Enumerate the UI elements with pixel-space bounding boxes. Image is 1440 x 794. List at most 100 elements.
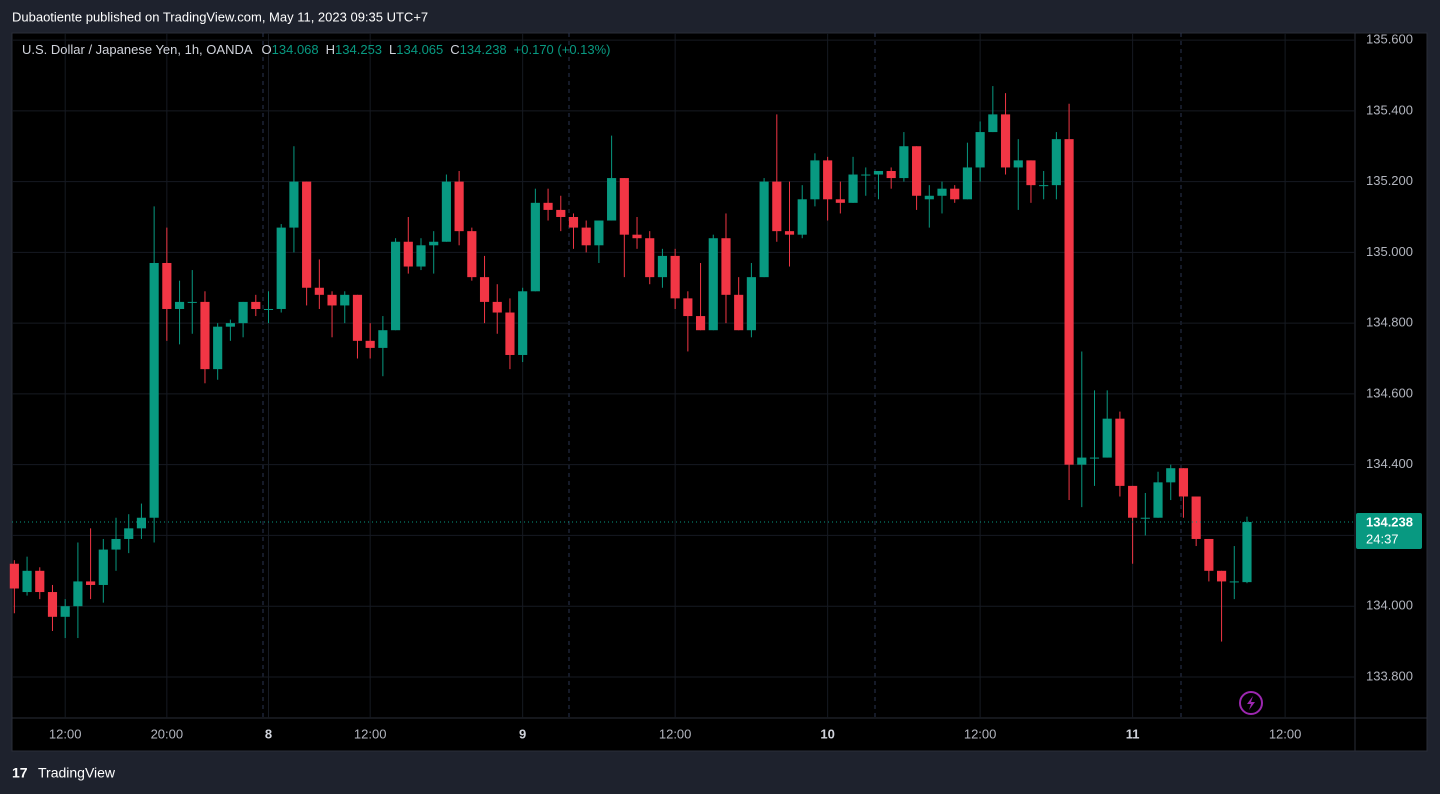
candle-body [899, 146, 909, 179]
y-tick-label: 135.400 [1366, 102, 1413, 117]
ohlc-value: 134.238 [460, 42, 507, 57]
candle-body [530, 202, 540, 292]
candle-body [35, 570, 45, 593]
candle-body [1178, 468, 1189, 497]
candle-body [1102, 418, 1112, 458]
candle-body [314, 287, 324, 295]
candle-body [1051, 139, 1061, 186]
candle-body [429, 241, 439, 246]
candle-body [1039, 185, 1049, 187]
candle-body [1191, 496, 1201, 539]
symbol: U.S. Dollar / Japanese Yen, 1h, OANDA [22, 42, 253, 57]
brand: 17 TradingView [12, 765, 116, 781]
candle-body [518, 291, 528, 355]
candle-body [60, 606, 70, 617]
y-tick-label: 134.000 [1366, 598, 1413, 613]
candle-body [238, 301, 248, 324]
y-tick-label: 135.600 [1366, 32, 1413, 47]
candle-body [1242, 521, 1252, 583]
chart-frame [11, 32, 1428, 752]
candle-body [505, 312, 515, 355]
alert-icon[interactable] [1239, 691, 1263, 715]
candle-body [1013, 160, 1023, 168]
candle-body [759, 181, 769, 278]
candle-body [149, 262, 159, 518]
candle-body [276, 227, 286, 309]
candle-body [568, 216, 579, 228]
candle-body [721, 238, 731, 295]
candle-body [263, 308, 274, 310]
chart-header: U.S. Dollar / Japanese Yen, 1h, OANDA O13… [22, 42, 611, 57]
candle-body [886, 170, 896, 179]
candle-body [988, 114, 998, 133]
candle-body [619, 178, 629, 235]
candle-body [391, 241, 401, 331]
candle-body [873, 170, 884, 175]
candle-body [98, 549, 108, 585]
candle-body [1229, 581, 1239, 583]
candle-body [708, 238, 718, 331]
candle-body [835, 199, 845, 203]
candle-body [645, 238, 655, 278]
candle-body [924, 195, 934, 200]
alert-bolt [1247, 696, 1255, 710]
candle-body [607, 178, 617, 221]
candle-body [187, 301, 197, 303]
x-tick-label: 12:00 [354, 726, 387, 741]
candle-body [47, 592, 58, 617]
candle-body [861, 174, 871, 176]
alert-circle[interactable] [1239, 691, 1263, 715]
x-tick-label: 8 [265, 726, 272, 741]
y-tick-label: 134.600 [1366, 385, 1413, 400]
ohlc-value: 134.065 [396, 42, 443, 57]
y-tick-label: 134.800 [1366, 315, 1413, 330]
candle-body [479, 277, 490, 302]
publish-note: Dubaotiente published on TradingView.com… [12, 9, 428, 24]
candle-body [1128, 485, 1138, 518]
candle-body [213, 326, 223, 370]
y-tick-label: 135.200 [1366, 173, 1413, 188]
x-tick-label: 12:00 [964, 726, 997, 741]
candle-body [340, 294, 350, 306]
candle-body [251, 301, 261, 309]
candle-body [912, 146, 922, 196]
candle-body [467, 231, 477, 278]
candle-body [772, 181, 782, 232]
candle-body [327, 294, 337, 306]
candle-body [810, 160, 820, 200]
x-tick-label: 10 [820, 726, 834, 741]
candle-body [950, 188, 960, 200]
candle-body [111, 538, 121, 550]
candle-body [9, 563, 19, 589]
candle-body [657, 255, 668, 278]
candle-body [797, 199, 807, 235]
candle-body [1115, 418, 1125, 486]
candle-body [200, 301, 210, 370]
candle-body [86, 581, 96, 585]
candle-body [1153, 482, 1163, 518]
candle-body [174, 301, 185, 309]
candle-body [556, 209, 566, 217]
candle-body [124, 528, 134, 539]
candle-body [73, 581, 83, 607]
candle-body [22, 570, 32, 593]
candle-body [492, 301, 502, 313]
candle-body [352, 294, 363, 341]
ohlc-value: 134.253 [335, 42, 382, 57]
candle-body [378, 330, 388, 348]
candle-body [543, 202, 553, 210]
candle-body [594, 220, 604, 246]
ohlc-label: L [389, 42, 396, 57]
candle-body [289, 181, 299, 228]
y-tick-label: 135.000 [1366, 244, 1413, 259]
candle-body [1204, 538, 1214, 571]
candle-body [136, 517, 147, 529]
candle-body [581, 227, 591, 246]
x-tick-label: 12:00 [659, 726, 692, 741]
candle-body [937, 188, 947, 196]
candle-body [695, 316, 706, 331]
countdown-label: 24:37 [1366, 531, 1399, 546]
candle-body [365, 340, 375, 348]
x-tick-label: 9 [519, 726, 526, 741]
